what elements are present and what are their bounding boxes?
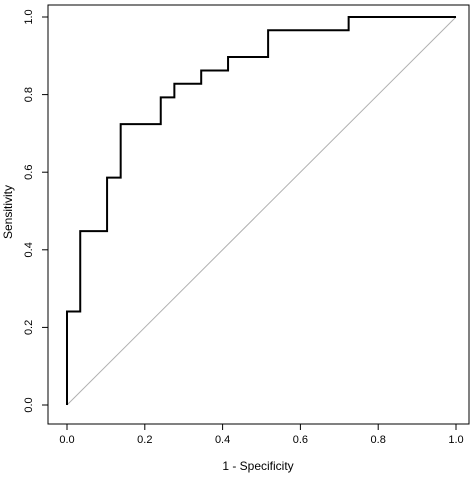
x-tick-label: 0.8	[371, 434, 386, 446]
x-tick-label: 0.6	[293, 434, 308, 446]
y-tick-label: 0.4	[23, 242, 35, 257]
x-axis-label: 1 - Specificity	[222, 459, 293, 473]
y-tick-label: 0.0	[23, 397, 35, 412]
y-tick-label: 1.0	[23, 9, 35, 24]
y-tick-label: 0.6	[23, 165, 35, 180]
x-tick-label: 0.0	[59, 434, 74, 446]
y-tick-label: 0.8	[23, 87, 35, 102]
y-axis-label: Sensitivity	[1, 185, 15, 239]
x-tick-label: 1.0	[448, 434, 463, 446]
reference-diagonal-layer	[66, 16, 457, 406]
x-tick-label: 0.2	[137, 434, 152, 446]
plot-frame	[47, 4, 470, 425]
y-axis: 0.0 0.2 0.4 0.6 0.8 1.0	[23, 9, 48, 413]
reference-diagonal-line	[66, 16, 457, 406]
roc-curve-layer	[66, 16, 456, 405]
x-tick-label: 0.4	[215, 434, 230, 446]
y-tick-label: 0.2	[23, 320, 35, 335]
roc-curve-line	[66, 16, 456, 405]
x-axis: 0.0 0.2 0.4 0.6 0.8 1.0	[59, 424, 464, 446]
